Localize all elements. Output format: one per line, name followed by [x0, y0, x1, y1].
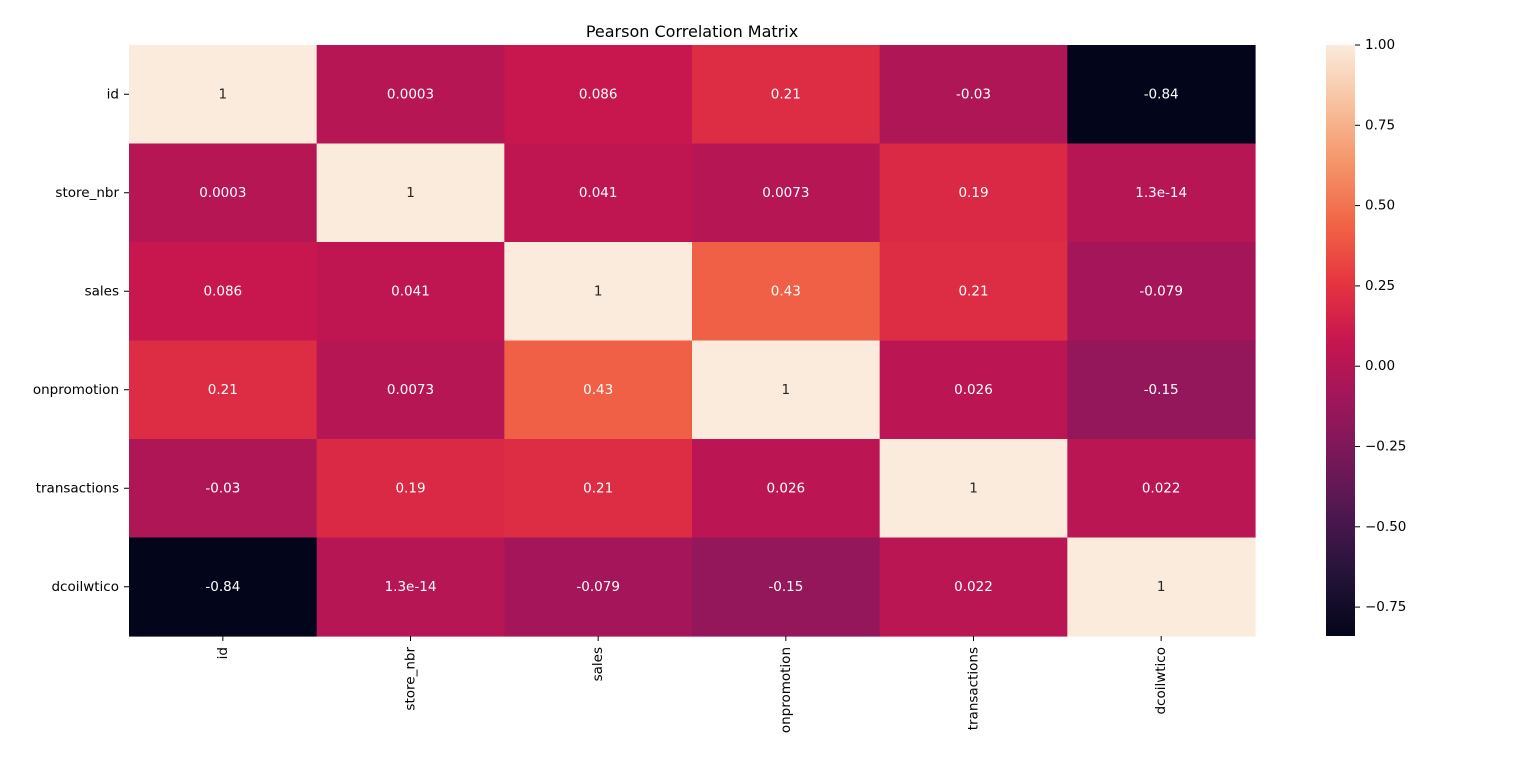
heatmap-cell-sales-id: [129, 242, 318, 342]
cell-annotation: -0.03: [205, 480, 240, 496]
heatmap-cell-transactions-onpromotion: [692, 439, 881, 539]
cell-annotation: 0.43: [583, 382, 613, 398]
cell-annotation: -0.079: [576, 579, 620, 595]
heatmap-cell-sales-sales: [504, 242, 693, 342]
heatmap-cell-dcoilwtico-sales: [504, 537, 693, 637]
heatmap-cell-onpromotion-onpromotion: [692, 340, 881, 440]
heatmap-cell-store-nbr-transactions: [879, 143, 1068, 243]
x-tick-label-transactions: transactions: [966, 647, 982, 730]
cell-annotation: -0.03: [956, 86, 991, 102]
heatmap-cell-onpromotion-transactions: [879, 340, 1068, 440]
heatmap-cell-onpromotion-id: [129, 340, 318, 440]
colorbar-tick-label: 0.75: [1365, 117, 1395, 133]
cell-annotation: 1: [1157, 579, 1166, 595]
cell-annotation: 1: [594, 283, 603, 299]
column-labels: id store_nbr sales onpromotion transactions d…: [215, 636, 1169, 733]
heatmap-cell-store-nbr-id: [129, 143, 318, 243]
cell-annotation: 0.43: [771, 283, 801, 299]
cell-annotation: 0.21: [958, 283, 988, 299]
cell-annotation: 0.21: [583, 480, 613, 496]
heatmap-cell-transactions-sales: [504, 439, 693, 539]
heatmap-cell-transactions-store-nbr: [316, 439, 505, 539]
heatmap-cell-dcoilwtico-store-nbr: [316, 537, 505, 637]
colorbar-tick-label: 0.50: [1365, 198, 1395, 214]
heatmap-cell-dcoilwtico-transactions: [879, 537, 1068, 637]
heatmap-cell-store-nbr-onpromotion: [692, 143, 881, 243]
heatmap-cell-id-onpromotion: [692, 45, 881, 145]
y-tick-label-dcoilwtico: dcoilwtico: [51, 579, 119, 595]
heatmap-cell-dcoilwtico-dcoilwtico: [1067, 537, 1256, 637]
cell-annotation: 0.0073: [387, 382, 434, 398]
cell-annotation: 0.086: [579, 86, 618, 102]
colorbar-tick-label: −0.50: [1365, 519, 1406, 535]
cell-annotation: 0.21: [208, 382, 238, 398]
cell-annotation: 0.19: [958, 185, 988, 201]
cell-annotation: -0.15: [768, 579, 803, 595]
chart-title: Pearson Correlation Matrix: [586, 22, 798, 41]
colorbar-tick-label: 1.00: [1365, 37, 1395, 53]
cell-annotation: -0.079: [1139, 283, 1183, 299]
cell-annotation: 0.086: [204, 283, 243, 299]
cell-annotation: 0.0003: [387, 86, 434, 102]
y-tick-label-sales: sales: [85, 283, 119, 299]
cell-annotation: 0.041: [579, 185, 618, 201]
heatmap-cell-store-nbr-store-nbr: [316, 143, 505, 243]
heatmap-cell-onpromotion-sales: [504, 340, 693, 440]
cell-annotation: 0.026: [767, 480, 806, 496]
heatmap-cell-id-store-nbr: [316, 45, 505, 145]
cell-annotation: 1: [969, 480, 978, 496]
cell-annotation: 0.041: [391, 283, 430, 299]
x-tick-label-sales: sales: [590, 647, 606, 681]
cell-annotation: 1.3e-14: [1135, 185, 1187, 201]
heatmap-cell-onpromotion-dcoilwtico: [1067, 340, 1256, 440]
cell-annotation: 0.022: [1142, 480, 1181, 496]
cell-annotation: 0.19: [395, 480, 425, 496]
heatmap-cell-sales-onpromotion: [692, 242, 881, 342]
y-tick-label-id: id: [107, 86, 119, 102]
cell-annotation: 1.3e-14: [385, 579, 437, 595]
heatmap-cell-transactions-dcoilwtico: [1067, 439, 1256, 539]
cell-annotation: -0.84: [205, 579, 240, 595]
heatmap-cell-id-sales: [504, 45, 693, 145]
heatmap-cell-id-dcoilwtico: [1067, 45, 1256, 145]
heatmap-cell-sales-dcoilwtico: [1067, 242, 1256, 342]
colorbar-tick-label: 0.25: [1365, 278, 1395, 294]
heatmap-cell-transactions-transactions: [879, 439, 1068, 539]
heatmap-cell-dcoilwtico-id: [129, 537, 318, 637]
heatmap-cell-store-nbr-sales: [504, 143, 693, 243]
colorbar-gradient: [1326, 45, 1355, 636]
y-tick-label-onpromotion: onpromotion: [33, 382, 119, 398]
colorbar: 1.00 0.75 0.50 0.25 0.00 −0.25 −0.50 −0.75: [1326, 37, 1406, 636]
heatmap-cell-id-id: [129, 45, 318, 145]
x-tick-label-onpromotion: onpromotion: [778, 647, 794, 733]
x-tick-label-store-nbr: store_nbr: [403, 647, 419, 711]
cell-annotation: 1: [782, 382, 791, 398]
colorbar-tick-label: 0.00: [1365, 358, 1395, 374]
cell-annotation: 0.0003: [199, 185, 246, 201]
cell-annotation: 0.022: [954, 579, 993, 595]
heatmap-cell-dcoilwtico-onpromotion: [692, 537, 881, 637]
cell-annotation: 1: [406, 185, 415, 201]
cell-annotation: 0.026: [954, 382, 993, 398]
colorbar-tick-label: −0.75: [1365, 599, 1406, 615]
cell-annotation: 0.21: [771, 86, 801, 102]
colorbar-tick-label: −0.25: [1365, 438, 1406, 454]
heatmap-cells: 1 0.0003 0.086 0.21 -0.03 -0.84 0.0003 1 0.041 0.…: [129, 45, 1256, 637]
cell-annotation: -0.15: [1144, 382, 1179, 398]
cell-annotation: 1: [219, 86, 228, 102]
heatmap-cell-transactions-id: [129, 439, 318, 539]
y-tick-label-transactions: transactions: [36, 480, 119, 496]
y-tick-label-store-nbr: store_nbr: [55, 185, 119, 201]
heatmap-cell-store-nbr-dcoilwtico: [1067, 143, 1256, 243]
cell-annotation: 0.0073: [762, 185, 809, 201]
cell-annotation: -0.84: [1144, 86, 1179, 102]
heatmap-cell-onpromotion-store-nbr: [316, 340, 505, 440]
heatmap-cell-sales-store-nbr: [316, 242, 505, 342]
heatmap-cell-sales-transactions: [879, 242, 1068, 342]
heatmap-cell-id-transactions: [879, 45, 1068, 145]
x-tick-label-id: id: [215, 647, 231, 659]
x-tick-label-dcoilwtico: dcoilwtico: [1153, 647, 1169, 715]
